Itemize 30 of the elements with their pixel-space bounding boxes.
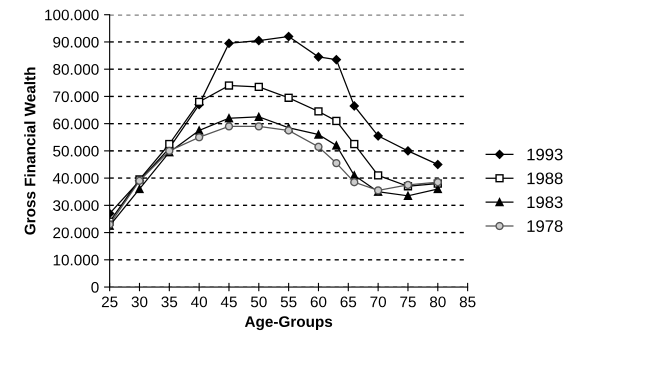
y-tick-label: 40.000 — [52, 172, 99, 184]
y-tick-label: 30.000 — [53, 200, 99, 212]
y-tick-label: 80.000 — [53, 64, 99, 75]
y-tick-label: 0 — [91, 282, 99, 293]
x-tick-label: 55 — [280, 296, 296, 308]
y-tick-label: 90.000 — [53, 36, 99, 48]
y-tick-label: 100.000 — [45, 10, 99, 20]
x-tick-label: 50 — [250, 296, 267, 308]
x-tick-label: 65 — [340, 296, 356, 308]
x-tick-label: 85 — [460, 296, 476, 308]
y-tick-label: 70.000 — [53, 91, 99, 102]
x-axis-title: Age-Groups — [244, 316, 332, 330]
y-tick-label: 60.000 — [53, 118, 99, 130]
x-tick-label: 70 — [370, 296, 386, 308]
y-tick-label: 20.000 — [53, 227, 99, 238]
x-tick-label: 45 — [220, 296, 237, 308]
x-tick-label: 35 — [161, 296, 178, 308]
legend-label: 1993 — [527, 148, 563, 160]
x-tick-label: 25 — [102, 296, 118, 308]
y-tick-label: 10.000 — [54, 254, 99, 266]
x-tick-label: 30 — [132, 296, 148, 308]
legend-label: 1988 — [527, 172, 563, 184]
y-axis-title: Gross Financial Wealth — [24, 67, 36, 235]
x-tick-label: 40 — [191, 296, 208, 308]
y-tick-label: 50.000 — [53, 146, 99, 157]
legend-label: 1983 — [527, 196, 563, 208]
x-tick-label: 60 — [310, 296, 326, 308]
legend-label: 1978 — [527, 220, 563, 232]
x-tick-label: 75 — [400, 296, 416, 308]
x-tick-label: 80 — [430, 296, 446, 308]
